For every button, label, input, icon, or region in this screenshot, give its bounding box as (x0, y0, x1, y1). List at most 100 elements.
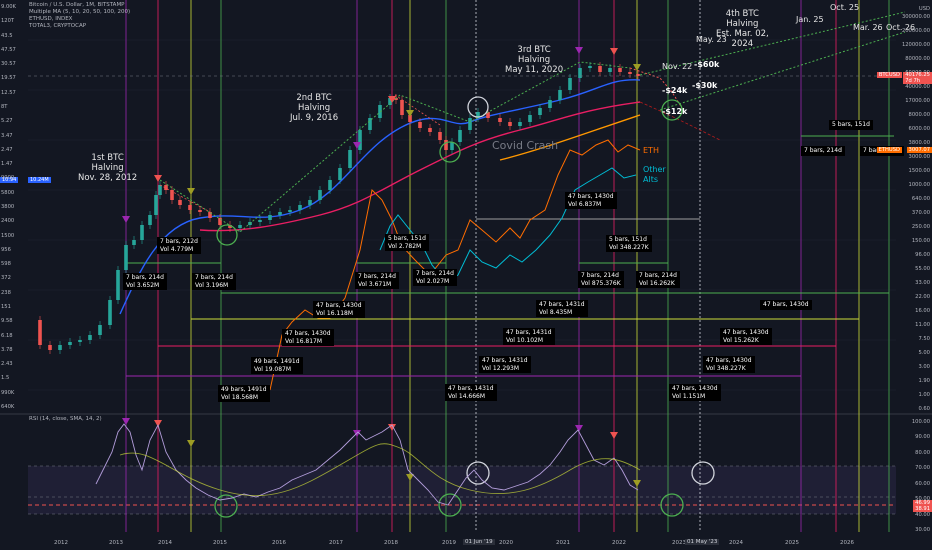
usd-label: USD (918, 6, 930, 12)
candle-body (418, 122, 422, 128)
price-axis-label: 640.00 (911, 196, 930, 202)
candle-body (318, 190, 322, 200)
candle-body (258, 220, 262, 222)
time-axis-label: 2026 (840, 540, 854, 546)
candle-body (558, 90, 562, 100)
candle-body (568, 78, 572, 90)
candle-body (458, 130, 462, 142)
left-tag-b: 10.24M (28, 177, 51, 183)
range-box: 5 bars, 151d Vol 2.782M (385, 234, 429, 251)
target-30k: -$30k (692, 81, 718, 90)
left-axis-label: 47.57 (1, 46, 16, 53)
halving-1-annotation: 1st BTC Halving Nov. 28, 2012 (78, 153, 138, 183)
time-axis-label: 2024 (729, 540, 743, 546)
highlight-circles (214, 96, 715, 518)
halving-2-annotation: 2nd BTC Halving Jul. 9, 2016 (290, 93, 339, 123)
candle-body (58, 345, 62, 350)
candle-body (348, 150, 352, 168)
rsi-axis-label: 70.00 (915, 465, 930, 472)
price-axis-label: 16.00 (915, 308, 930, 314)
candle-body (140, 225, 144, 240)
candle-body (158, 185, 162, 195)
candle-body (108, 300, 112, 325)
range-box: 5 bars, 151d (829, 120, 873, 130)
date-oct26: Oct. 26 (886, 23, 916, 32)
eth-line (269, 139, 641, 391)
left-axis-label: 2.43 (1, 361, 13, 368)
rsi-sma-line (119, 443, 641, 497)
candle-body (388, 98, 392, 105)
range-box: 47 bars, 1430d Vol 1.151M (669, 384, 721, 401)
range-arrows (126, 135, 894, 377)
range-box: 7 bars, 214d Vol 875.376K (578, 271, 624, 288)
eth-price-tag: 3007.07 (906, 147, 932, 153)
rsi-line (95, 423, 639, 506)
price-axis-label: 300000.00 (901, 14, 930, 20)
left-axis-label: 9.58 (1, 318, 13, 325)
candle-body (278, 212, 282, 215)
candle-body (368, 118, 372, 130)
time-axis-label: 2017 (329, 540, 343, 546)
symbol-title[interactable]: Bitcoin / U.S. Dollar, 1M, BITSTAMP (29, 2, 125, 8)
range-box: 7 bars, 214d Vol 16.262K (636, 271, 680, 288)
candle-body (498, 118, 502, 122)
candle-body (170, 190, 174, 200)
target-60k: -$60k (694, 60, 720, 69)
candle-body (408, 115, 412, 122)
range-box: 47 bars, 1430d Vol 6.837M (565, 192, 617, 209)
candle-body (68, 342, 72, 345)
total3-series-title[interactable]: TOTAL3, CRYPTOCAP (29, 23, 87, 29)
candle-body (132, 240, 136, 245)
price-axis-label: 0.60 (918, 406, 930, 412)
eth-series-title[interactable]: ETHUSD, INDEX (29, 16, 73, 22)
price-axis-label: 40000.00 (905, 84, 930, 90)
time-axis-label: 2025 (785, 540, 799, 546)
candle-body (636, 74, 640, 76)
rsi-band (28, 466, 896, 514)
rsi-title[interactable]: RSI (14, close, SMA, 14, 2) (29, 416, 102, 422)
rsi-axis-label: 30.00 (915, 527, 930, 533)
price-axis-label: 3.00 (918, 364, 930, 370)
chart-header: Bitcoin / U.S. Dollar, 1M, BITSTAMP Mult… (29, 2, 130, 30)
eth-label: ETH (643, 146, 659, 155)
covid-crash-label: Covid Crash (492, 139, 559, 152)
time-axis-label: 2021 (556, 540, 570, 546)
price-axis-label: 3800.00 (908, 140, 930, 146)
range-box: 7 bars, 214d (801, 146, 845, 156)
candle-body (608, 68, 612, 72)
price-axis-label: 55.00 (915, 266, 930, 272)
marker-triangles (122, 47, 641, 487)
rsi-value-tag: 46.99 38.91 (913, 500, 932, 512)
range-box: 47 bars, 1430d Vol 348.227K (703, 356, 755, 373)
time-axis-label: 2019 (442, 540, 456, 546)
left-axis-label: 12.57 (1, 89, 16, 96)
range-box: 47 bars, 1430d Vol 15.262K (720, 328, 772, 345)
cycle-lines (125, 0, 890, 532)
range-box: 7 bars, 214d Vol 3.652M (123, 273, 167, 290)
candle-body (268, 215, 272, 220)
candle-body (328, 180, 332, 190)
candle-body (618, 68, 622, 72)
candle-body (208, 212, 212, 218)
candle-body (154, 195, 158, 215)
candle-body (548, 100, 552, 108)
left-axis-label: 990K (1, 389, 15, 396)
left-tag-a: 10.94 (0, 177, 19, 183)
date-nov22: Nov. 22 (662, 62, 693, 71)
time-axis-label: 2016 (272, 540, 286, 546)
left-axis-label: 120T (1, 18, 15, 25)
range-box: 7 bars, 214d Vol 2.027M (413, 269, 457, 286)
ma-indicator-title[interactable]: Multiple MA (5, 10, 20, 50, 100, 200) (29, 9, 131, 15)
candle-body (338, 168, 342, 180)
rsi-axis-label: 40.00 (915, 511, 930, 518)
time-axis-label: 2015 (213, 540, 227, 546)
candle-body (148, 215, 152, 225)
candle-body (288, 210, 292, 212)
time-axis-label: 2014 (158, 540, 172, 546)
left-axis-label: 8T (1, 104, 8, 110)
candle-body (444, 140, 448, 150)
btc-price-tag: 40176.25 7d 7h (903, 72, 932, 84)
price-axis-label: 200000.00 (901, 28, 930, 34)
left-axis-label: 598 (1, 261, 11, 268)
